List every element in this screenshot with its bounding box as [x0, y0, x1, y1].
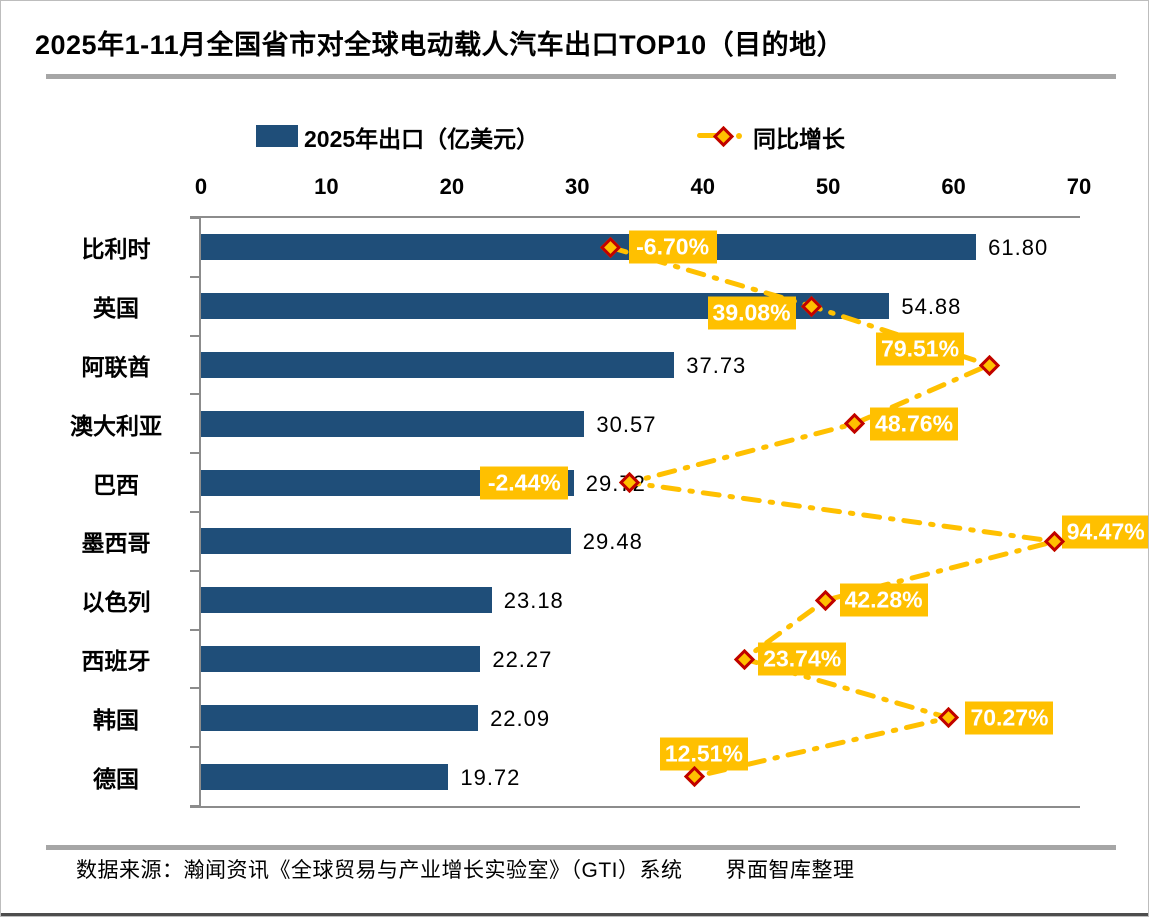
y-axis-tick — [190, 217, 201, 219]
x-tick-label: 0 — [194, 174, 208, 199]
bar-value-label: 61.80 — [988, 235, 1049, 261]
x-axis-line — [190, 216, 1080, 218]
growth-label: 42.28% — [839, 583, 928, 617]
bar-value-label: 23.18 — [503, 588, 564, 614]
x-tick-label: 10 — [314, 174, 339, 199]
legend-bar-label: 2025年出口（亿美元） — [304, 126, 540, 152]
bar — [201, 587, 492, 614]
x-tick-label: 30 — [565, 174, 590, 199]
y-axis-tick — [190, 275, 201, 278]
bar-value-label: 37.73 — [686, 353, 747, 378]
category-label: 西班牙 — [81, 648, 151, 674]
category-label: 墨西哥 — [81, 530, 151, 557]
title-separator — [46, 74, 1116, 79]
growth-label: 79.51% — [876, 332, 965, 366]
y-axis-tick — [190, 628, 201, 631]
growth-marker-diamond-icon — [978, 354, 1000, 376]
footer-separator — [46, 845, 1116, 850]
bar-value-label: 29.48 — [582, 529, 643, 555]
x-tick-label: 60 — [941, 174, 966, 199]
growth-label: -2.44% — [480, 466, 569, 500]
y-axis-tick — [190, 511, 201, 513]
category-label: 澳大利亚 — [70, 412, 162, 439]
category-label: 比利时 — [81, 236, 151, 263]
legend-line-dot — [736, 133, 742, 139]
y-axis-tick — [190, 452, 201, 455]
y-axis-tick — [190, 569, 201, 572]
data-source-note: 数据来源：瀚闻资讯《全球贸易与产业增长实验室》（GTI）系统 界面智库整理 — [76, 859, 855, 882]
category-label: 以色列 — [81, 589, 151, 616]
y-axis-tick — [190, 805, 201, 807]
x-tick-label: 50 — [815, 174, 841, 199]
y-axis-tick — [190, 687, 201, 690]
category-label: 阿联酋 — [81, 354, 151, 380]
y-axis-tick — [190, 334, 201, 337]
growth-label: 94.47% — [1061, 515, 1148, 549]
x-axis-bottom-line — [190, 806, 1080, 808]
legend-line-diamond-icon — [712, 125, 735, 148]
category-label: 德国 — [93, 765, 139, 792]
y-axis-tick — [190, 746, 201, 749]
x-tick-label: 40 — [690, 174, 715, 199]
y-axis-tick — [190, 393, 201, 396]
bar-value-label: 22.27 — [492, 647, 553, 672]
bar — [201, 352, 675, 378]
x-tick-label: 70 — [1066, 174, 1092, 199]
category-label: 巴西 — [93, 471, 139, 498]
growth-label: 70.27% — [965, 701, 1054, 735]
growth-label: 12.51% — [659, 737, 748, 771]
growth-label: 39.08% — [707, 296, 796, 330]
bar-value-label: 54.88 — [901, 294, 962, 320]
category-label: 韩国 — [93, 706, 139, 733]
growth-label: 48.76% — [870, 407, 959, 441]
bar — [201, 234, 977, 261]
bar-value-label: 19.72 — [460, 764, 521, 790]
bar — [201, 704, 479, 731]
legend-line-dash — [697, 133, 719, 138]
growth-label: -6.70% — [628, 230, 717, 264]
bar — [201, 646, 481, 672]
legend-line-label: 同比增长 — [753, 126, 845, 152]
bar — [201, 763, 449, 790]
chart-title: 2025年1-11月全国省市对全球电动载人汽车出口TOP10（目的地） — [35, 30, 845, 60]
growth-marker-diamond-icon — [843, 413, 865, 435]
legend-bar-swatch — [256, 125, 298, 147]
category-label: 英国 — [93, 295, 139, 322]
bar — [201, 528, 571, 555]
bar-value-label: 30.57 — [596, 411, 657, 437]
growth-marker-diamond-icon — [733, 648, 755, 670]
x-tick-label: 20 — [439, 174, 465, 199]
growth-marker-diamond-icon — [937, 707, 960, 729]
growth-marker-diamond-icon — [814, 589, 837, 611]
bar — [201, 410, 585, 437]
growth-label: 23.74% — [758, 642, 847, 676]
bar-value-label: 22.09 — [490, 705, 551, 731]
window-bottom-edge — [1, 913, 1148, 916]
